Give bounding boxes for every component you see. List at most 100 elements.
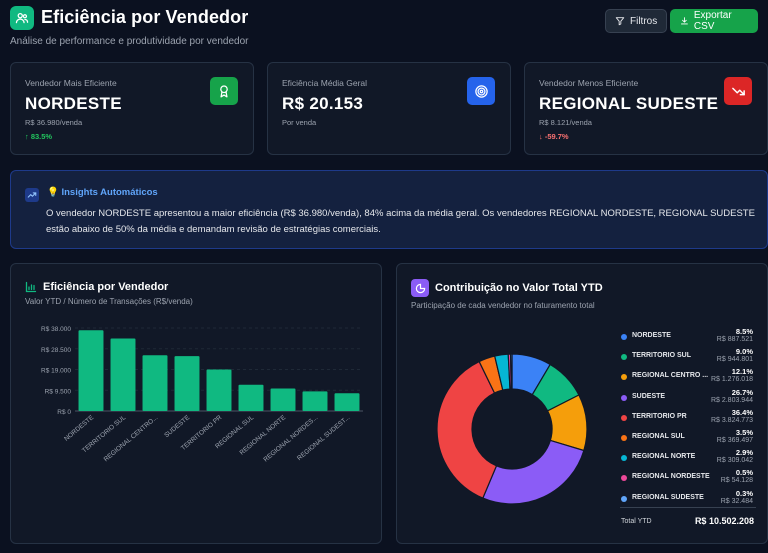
legend-value: R$ 944.801	[716, 356, 753, 364]
x-tick-label: NORDESTE	[63, 414, 96, 443]
legend-item[interactable]: REGIONAL SUDESTE 0.3% R$ 32.484	[621, 488, 753, 510]
filter-icon	[615, 17, 625, 26]
kpi-delta: ↓ -59.7%	[539, 132, 569, 141]
legend-item[interactable]: REGIONAL NORTE 2.9% R$ 309.042	[621, 448, 753, 469]
bar[interactable]	[142, 355, 168, 411]
legend-percent: 12.1%	[731, 367, 753, 377]
y-tick-label: R$ 0	[57, 409, 71, 416]
legend-name: SUDESTE	[632, 392, 666, 400]
legend-item[interactable]: REGIONAL CENTRO ... 12.1% R$ 1.276.018	[621, 367, 753, 388]
legend-value: R$ 2.803.944	[710, 396, 753, 404]
legend-value: R$ 54.128	[720, 477, 753, 485]
legend-name: REGIONAL CENTRO ...	[632, 372, 709, 380]
legend-name: REGIONAL NORTE	[632, 453, 696, 461]
legend-value: R$ 32.484	[720, 497, 753, 505]
kpi-card-least-efficient: Vendedor Menos Eficiente REGIONAL SUDEST…	[524, 62, 768, 155]
legend-color-dot	[621, 435, 627, 441]
legend-percent: 8.5%	[735, 327, 753, 336]
kpi-label: Vendedor Mais Eficiente	[25, 78, 117, 88]
donut-chart-title: Contribuição no Valor Total YTD	[435, 282, 603, 294]
legend-name: REGIONAL SUL	[632, 433, 685, 440]
legend-item[interactable]: TERRITORIO PR 36.4% R$ 3.824.773	[621, 407, 753, 429]
bar[interactable]	[78, 330, 104, 411]
export-button-label: Exportar CSV	[693, 10, 732, 32]
filter-button-label: Filtros	[630, 15, 658, 27]
legend-value: R$ 1.276.018	[710, 376, 753, 384]
award-icon	[210, 77, 238, 105]
export-csv-button[interactable]: Exportar CSV	[670, 9, 758, 33]
x-tick-label: REGIONAL CENTRO...	[103, 414, 160, 463]
efficiency-chart-panel: Eficiência por Vendedor Valor YTD / Núme…	[10, 263, 382, 544]
x-tick-label: REGIONAL SUDEST...	[296, 414, 351, 462]
legend-name: NORDESTE	[632, 332, 671, 339]
bar-chart-title: Eficiência por Vendedor	[43, 281, 169, 293]
y-tick-label: R$ 28.500	[41, 347, 71, 354]
legend-divider	[620, 507, 756, 508]
legend-item[interactable]: SUDESTE 26.7% R$ 2.803.944	[621, 387, 753, 409]
legend-name: TERRITORIO PR	[632, 412, 687, 420]
legend-color-dot	[621, 495, 627, 502]
legend-percent: 0.5%	[735, 468, 753, 478]
insights-text: O vendedor NORDESTE apresentou a maior e…	[46, 208, 755, 235]
legend-percent: 26.7%	[731, 387, 753, 397]
kpi-card-most-efficient: Vendedor Mais Eficiente NORDESTE R$ 36.9…	[10, 62, 254, 155]
filter-button[interactable]: Filtros	[605, 9, 668, 33]
legend-value: R$ 887.521	[716, 336, 753, 343]
kpi-value: REGIONAL SUDESTE	[539, 94, 719, 113]
legend-color-dot	[621, 334, 627, 340]
legend-color-dot	[621, 394, 627, 401]
total-label: Total YTD	[621, 518, 652, 525]
legend-value: R$ 309.042	[716, 457, 753, 465]
kpi-value: NORDESTE	[25, 94, 122, 113]
y-tick-label: R$ 19.000	[41, 368, 71, 375]
page-title: Eficiência por Vendedor	[41, 7, 249, 27]
donut-chart	[436, 353, 588, 505]
legend-color-dot	[621, 354, 627, 361]
donut-chart-subtitle: Participação de cada vendedor no faturam…	[411, 301, 595, 310]
donut-slice[interactable]	[509, 353, 513, 390]
donut-slice[interactable]	[482, 439, 585, 505]
legend-percent: 0.3%	[735, 488, 753, 498]
bar[interactable]	[110, 338, 136, 411]
pie-chart-icon	[411, 279, 429, 297]
legend-color-dot	[621, 455, 627, 462]
legend-value: R$ 3.824.773	[710, 416, 753, 424]
trending-up-icon	[25, 188, 39, 202]
insights-title: 💡 Insights Automáticos	[47, 187, 158, 198]
bar[interactable]	[270, 388, 296, 411]
legend-percent: 2.9%	[735, 448, 753, 458]
bar[interactable]	[334, 393, 360, 411]
kpi-subtext: R$ 8.121/venda	[539, 118, 592, 127]
bar[interactable]	[238, 384, 264, 411]
bar[interactable]	[206, 369, 232, 412]
legend-color-dot	[621, 475, 627, 482]
download-icon	[681, 17, 688, 25]
contribution-chart-panel: Contribuição no Valor Total YTD Particip…	[396, 263, 768, 544]
kpi-subtext: Por venda	[282, 118, 317, 127]
bar-chart: R$ 0 R$ 9.500 R$ 19.000 R$ 28.500 R$ 38.000 N…	[41, 326, 363, 463]
kpi-label: Eficiência Média Geral	[282, 78, 368, 88]
legend-name: REGIONAL NORDESTE	[632, 473, 710, 481]
bar[interactable]	[302, 391, 328, 411]
x-tick-label: SUDESTE	[163, 414, 192, 440]
target-icon	[467, 77, 495, 105]
legend-color-dot	[621, 374, 627, 381]
x-tick-label: REGIONAL NORDES...	[262, 414, 319, 463]
legend-item[interactable]: NORDESTE 8.5% R$ 887.521	[621, 327, 753, 348]
bar[interactable]	[174, 356, 200, 411]
kpi-subtext: R$ 36.980/venda	[25, 118, 83, 127]
legend-item[interactable]: TERRITORIO SUL 9.0% R$ 944.801	[621, 347, 753, 368]
y-tick-label: R$ 38.000	[41, 326, 71, 333]
kpi-delta: ↑ 83.5%	[25, 132, 53, 141]
kpi-value: R$ 20.153	[282, 94, 364, 113]
y-tick-label: R$ 9.500	[45, 388, 72, 395]
kpi-label: Vendedor Menos Eficiente	[539, 78, 639, 88]
legend-item[interactable]: REGIONAL NORDESTE 0.5% R$ 54.128	[621, 468, 753, 489]
legend-name: REGIONAL SUDESTE	[632, 493, 704, 501]
trending-down-icon	[724, 77, 752, 105]
legend-item[interactable]: REGIONAL SUL 3.5% R$ 369.497	[621, 428, 753, 449]
legend-percent: 36.4%	[731, 407, 753, 417]
donut-slice[interactable]	[436, 360, 498, 499]
users-icon	[10, 6, 34, 30]
legend-color-dot	[621, 414, 627, 421]
